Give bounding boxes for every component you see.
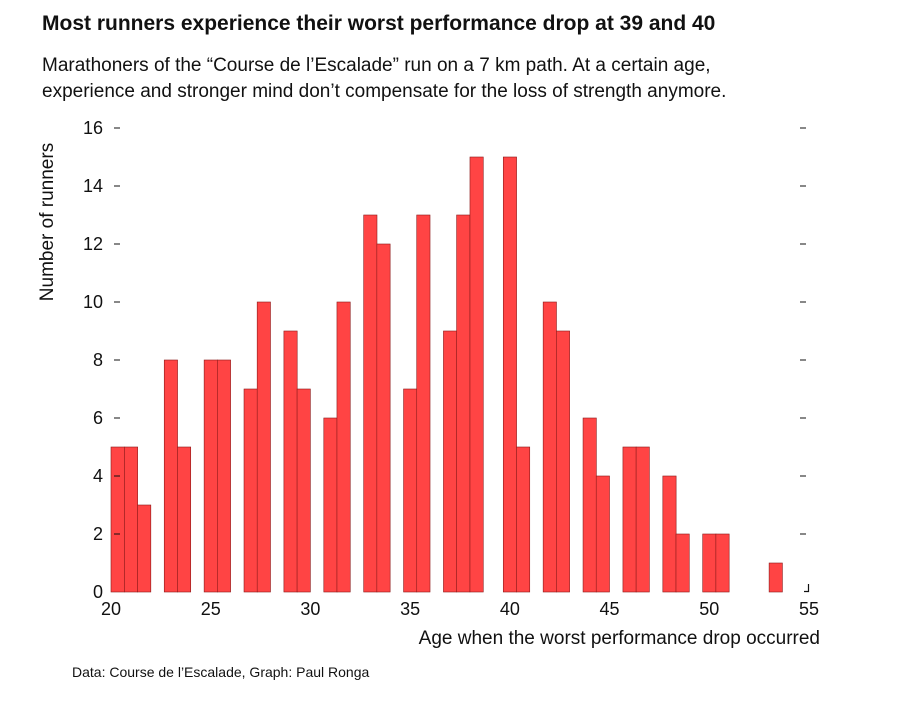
histogram-bar: [137, 504, 152, 593]
histogram-bar: [323, 417, 338, 593]
histogram-bar: [715, 533, 730, 593]
histogram-bar: [516, 446, 531, 593]
axis-corner-mark: [804, 584, 810, 593]
y-tick-label: 12: [83, 234, 103, 254]
labels-layer: 0 2 4 6 8 10 12 14 16 20 25 30 35 40 45 50 55: [83, 118, 819, 619]
subtitle-line-2: experience and stronger mind don’t compe…: [42, 81, 727, 102]
x-tick-label: 50: [699, 599, 719, 619]
histogram-bar: [675, 533, 690, 593]
y-tick-label: 6: [93, 408, 103, 428]
histogram-bar: [595, 475, 610, 593]
x-tick-label: 30: [300, 599, 320, 619]
histogram-bar: [217, 359, 231, 593]
histogram-bar: [416, 214, 431, 593]
histogram-bar: [556, 330, 570, 593]
y-tick-label: 16: [83, 118, 103, 138]
histogram-bar: [662, 475, 677, 593]
x-tick-label: 40: [500, 599, 520, 619]
histogram-bar: [243, 388, 258, 593]
histogram-bar: [163, 359, 178, 593]
histogram-bar: [582, 417, 597, 593]
chart-title: Most runners experience their worst perf…: [42, 12, 716, 35]
histogram-bar: [443, 330, 458, 593]
histogram-bar: [403, 388, 418, 593]
x-tick-label: 35: [400, 599, 420, 619]
histogram-bar: [456, 214, 471, 593]
y-tick-label: 10: [83, 292, 103, 312]
histogram-bar: [502, 156, 517, 593]
y-tick-label: 2: [93, 524, 103, 544]
histogram-bar: [702, 533, 717, 593]
histogram-bar: [622, 446, 637, 593]
y-tick-label: 14: [83, 176, 103, 196]
y-tick-label: 4: [93, 466, 103, 486]
y-tick-label: 0: [93, 582, 103, 602]
histogram-bar: [635, 446, 650, 593]
y-tick-label: 8: [93, 350, 103, 370]
x-tick-label: 45: [600, 599, 620, 619]
histogram-bar: [124, 446, 138, 593]
y-axis-title: Number of runners: [37, 143, 58, 301]
histogram-bar: [542, 301, 557, 593]
histogram-bar: [469, 156, 484, 593]
histogram-bar: [363, 214, 378, 593]
histogram-bar: [110, 446, 125, 593]
chart-subtitle: Marathoners of the “Course de l’Escalade…: [42, 53, 726, 105]
x-tick-label: 55: [799, 599, 819, 619]
histogram-bar: [177, 446, 192, 593]
histogram-bar: [336, 301, 351, 593]
bars-layer: [110, 156, 783, 593]
histogram-bar: [283, 330, 298, 593]
subtitle-line-1: Marathoners of the “Course de l’Escalade…: [42, 55, 711, 76]
x-tick-label: 25: [201, 599, 221, 619]
axes-layer: [114, 127, 810, 593]
histogram-bar: [296, 388, 311, 593]
histogram-bar: [376, 243, 391, 593]
x-tick-label: 20: [101, 599, 121, 619]
histogram-bar: [203, 359, 218, 593]
data-source-note: Data: Course de l’Escalade, Graph: Paul …: [72, 664, 370, 680]
x-axis-title: Age when the worst performance drop occu…: [419, 628, 820, 649]
histogram-bar: [768, 562, 783, 593]
histogram-bar: [256, 301, 271, 593]
